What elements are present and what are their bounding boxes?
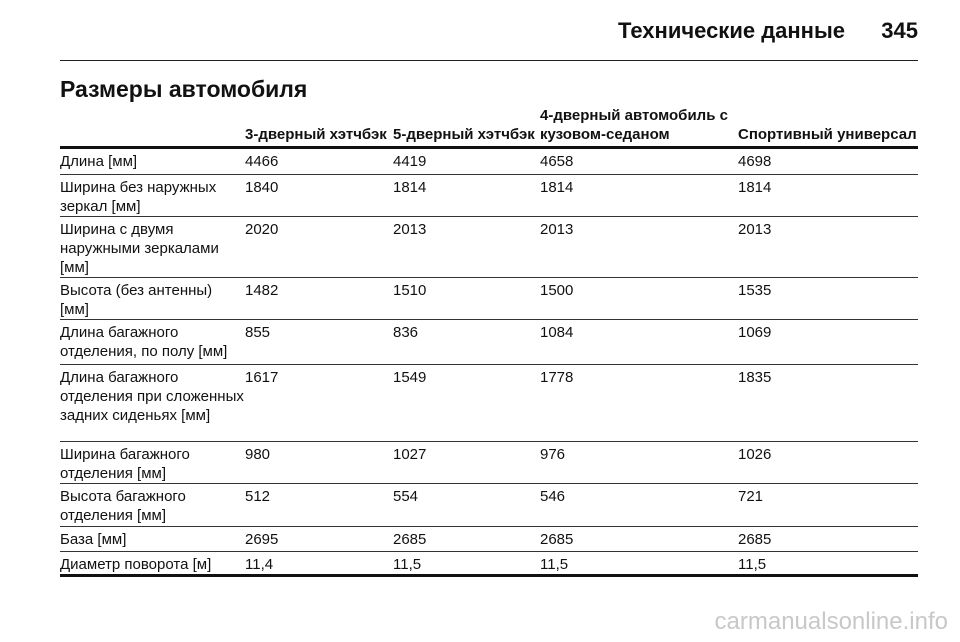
header-rule — [60, 60, 918, 61]
table-row: Высота багажного отделения [мм] 512 554 546… — [60, 483, 918, 527]
cell: 11,5 — [738, 551, 918, 577]
table-row: Ширина без наружных зеркал [мм] 1840 1814 1… — [60, 174, 918, 217]
cell: 1814 — [738, 174, 918, 217]
header-title: Технические данные — [618, 18, 845, 43]
table-row: Длина [мм] 4466 4419 4658 4698 — [60, 147, 918, 175]
cell: 1535 — [738, 277, 918, 320]
cell: 546 — [540, 483, 738, 527]
row-label: Высота (без антенны) [мм] — [60, 277, 245, 320]
cell: 2685 — [393, 526, 540, 552]
column-header: 4-дверный автомобиль с кузовом-седаном — [540, 106, 738, 149]
row-label: Длина багажного отделения, по полу [мм] — [60, 319, 245, 365]
cell: 1027 — [393, 441, 540, 484]
cell: 4658 — [540, 147, 738, 175]
cell: 1500 — [540, 277, 738, 320]
cell: 1510 — [393, 277, 540, 320]
table-row: Ширина багажного отделения [мм] 980 1027 97… — [60, 441, 918, 484]
cell: 512 — [245, 483, 393, 527]
cell: 2685 — [738, 526, 918, 552]
cell: 2013 — [540, 216, 738, 278]
cell: 11,4 — [245, 551, 393, 577]
table-row: Высота (без антенны) [мм] 1482 1510 1500 153… — [60, 277, 918, 320]
cell: 4419 — [393, 147, 540, 175]
cell: 1814 — [393, 174, 540, 217]
cell: 836 — [393, 319, 540, 365]
column-header: 3-дверный хэтчбэк — [245, 106, 393, 149]
cell: 1814 — [540, 174, 738, 217]
cell: 980 — [245, 441, 393, 484]
column-header: 5-дверный хэтчбэк — [393, 106, 540, 149]
cell: 1840 — [245, 174, 393, 217]
cell: 2685 — [540, 526, 738, 552]
table-row: Ширина с двумя наружными зеркалами [мм] 2… — [60, 216, 918, 278]
cell: 1778 — [540, 364, 738, 442]
cell: 2013 — [738, 216, 918, 278]
cell: 1617 — [245, 364, 393, 442]
cell: 2020 — [245, 216, 393, 278]
cell: 554 — [393, 483, 540, 527]
table-row: Длина багажного отделения, по полу [мм] 8… — [60, 319, 918, 365]
table-row: Длина багажного отделения при сложенных … — [60, 364, 918, 442]
header-cell — [60, 106, 245, 149]
cell: 1069 — [738, 319, 918, 365]
page-number: 345 — [881, 18, 918, 43]
row-label: Длина [мм] — [60, 147, 245, 175]
dimensions-table: 3-дверный хэтчбэк 5-дверный хэтчбэк 4-двер… — [60, 106, 918, 577]
cell: 1026 — [738, 441, 918, 484]
cell: 1084 — [540, 319, 738, 365]
row-label: База [мм] — [60, 526, 245, 552]
cell: 721 — [738, 483, 918, 527]
cell: 4466 — [245, 147, 393, 175]
cell: 2013 — [393, 216, 540, 278]
column-header: Спортивный универсал — [738, 106, 918, 149]
cell: 11,5 — [393, 551, 540, 577]
row-label: Диаметр поворота [м] — [60, 551, 245, 577]
cell: 2695 — [245, 526, 393, 552]
cell: 855 — [245, 319, 393, 365]
table-row: Диаметр поворота [м] 11,4 11,5 11,5 11,5 — [60, 551, 918, 577]
cell: 4698 — [738, 147, 918, 175]
cell: 1549 — [393, 364, 540, 442]
row-label: Высота багажного отделения [мм] — [60, 483, 245, 527]
watermark: carmanualsonline.info — [714, 608, 948, 635]
row-label: Длина багажного отделения при сложенных … — [60, 364, 245, 442]
header-row: 3-дверный хэтчбэк 5-дверный хэтчбэк 4-двер… — [60, 106, 918, 149]
cell: 976 — [540, 441, 738, 484]
row-label: Ширина без наружных зеркал [мм] — [60, 174, 245, 217]
row-label: Ширина багажного отделения [мм] — [60, 441, 245, 484]
cell: 11,5 — [540, 551, 738, 577]
cell: 1482 — [245, 277, 393, 320]
row-label: Ширина с двумя наружными зеркалами [мм] — [60, 216, 245, 278]
cell: 1835 — [738, 364, 918, 442]
section-title: Размеры автомобиля — [60, 76, 308, 102]
table-row: База [мм] 2695 2685 2685 2685 — [60, 526, 918, 552]
